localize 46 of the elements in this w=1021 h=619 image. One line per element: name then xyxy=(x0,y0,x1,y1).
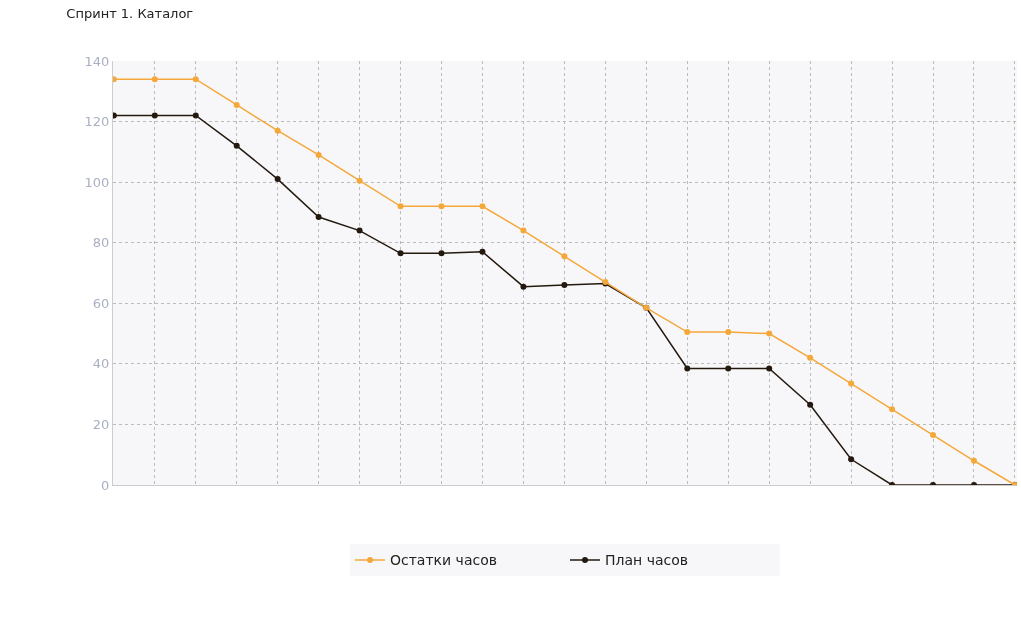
point xyxy=(397,250,404,257)
point xyxy=(520,227,527,234)
point xyxy=(192,76,199,83)
legend-label: Остатки часов xyxy=(390,552,497,569)
point xyxy=(151,112,158,119)
point xyxy=(356,177,363,184)
point xyxy=(930,432,937,439)
y-tick-label: 40 xyxy=(92,356,110,372)
point xyxy=(561,282,568,289)
point xyxy=(438,203,445,210)
point xyxy=(520,283,527,290)
y-tick-label: 20 xyxy=(92,416,110,432)
point xyxy=(684,329,691,336)
point xyxy=(315,213,322,220)
y-tick-label: 140 xyxy=(84,53,110,69)
point xyxy=(274,176,281,183)
point xyxy=(766,330,773,337)
point xyxy=(970,457,977,464)
y-tick-label: 60 xyxy=(92,295,110,311)
point xyxy=(807,401,814,408)
y-tick-label: 80 xyxy=(92,235,110,251)
y-tick-label: 120 xyxy=(84,114,110,130)
point xyxy=(315,151,322,158)
point xyxy=(151,76,158,83)
point xyxy=(684,365,691,372)
point xyxy=(725,365,732,372)
y-tick-label: 0 xyxy=(101,477,110,493)
point xyxy=(766,365,773,372)
point xyxy=(725,329,732,336)
point xyxy=(438,250,445,257)
chart-title: Спринт 1. Каталог xyxy=(66,6,194,22)
point xyxy=(479,248,486,255)
point xyxy=(233,142,240,149)
legend-label: План часов xyxy=(605,552,689,569)
point xyxy=(848,380,855,387)
point xyxy=(561,253,568,260)
point xyxy=(807,354,814,361)
point xyxy=(192,112,199,119)
point xyxy=(356,227,363,234)
point xyxy=(479,203,486,210)
y-tick-label: 100 xyxy=(84,174,110,190)
point xyxy=(233,101,240,108)
point xyxy=(889,406,896,413)
point xyxy=(397,203,404,210)
point xyxy=(274,127,281,134)
point xyxy=(848,456,855,463)
